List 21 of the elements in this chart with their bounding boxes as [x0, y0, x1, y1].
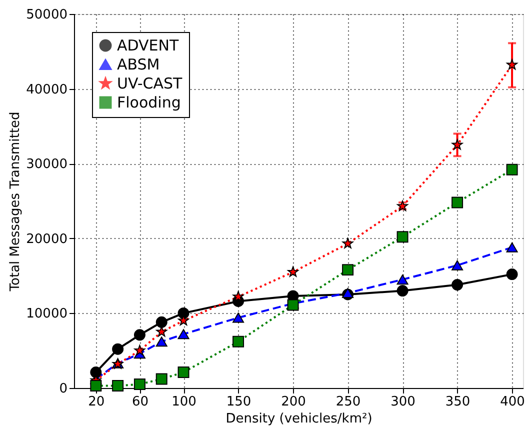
x-tick-label: 300	[390, 394, 416, 410]
y-tick-label: 30000	[26, 157, 68, 172]
x-tick-label: 20	[88, 394, 105, 410]
x-tick-label: 150	[226, 394, 252, 410]
legend-label: UV-CAST	[117, 74, 184, 92]
y-axis-title: Total Messages Transmitted	[8, 112, 24, 292]
x-tick-label: 200	[281, 394, 306, 410]
y-tick-label: 40000	[26, 82, 68, 98]
legend-label: ABSM	[117, 56, 160, 74]
y-tick-label: 10000	[26, 306, 68, 322]
y-tick-label: 0	[59, 382, 68, 396]
y-tick-label: 50000	[26, 8, 68, 22]
legend-label: ADVENT	[117, 36, 180, 54]
x-axis-title: Density (vehicles/km²)	[226, 412, 372, 426]
legend-label: Flooding	[117, 94, 181, 112]
x-tick-label: 350	[445, 394, 470, 410]
x-tick-label: 60	[132, 394, 148, 410]
x-tick-label: 400	[500, 394, 525, 410]
x-tick-label: 250	[336, 394, 361, 410]
y-tick-label: 20000	[26, 232, 68, 247]
x-tick-label: 100	[172, 394, 196, 410]
